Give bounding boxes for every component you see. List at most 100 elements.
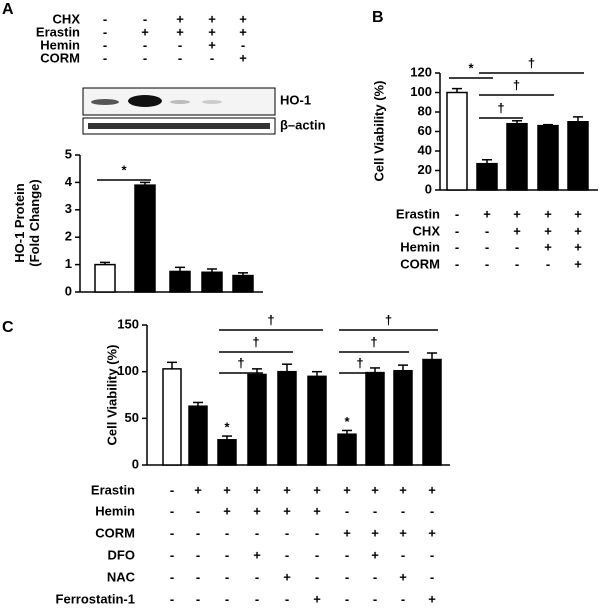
- blot-band: [170, 100, 190, 104]
- treatment-name: CORM: [400, 256, 440, 271]
- treatment-sign: -: [515, 256, 519, 271]
- treatment-sign: -: [170, 503, 174, 518]
- treatment-sign: +: [371, 482, 379, 497]
- treatment-sign: -: [285, 591, 289, 606]
- treatment-sign: +: [574, 206, 582, 221]
- treatment-sign: -: [373, 503, 377, 518]
- treatment-sign: +: [208, 37, 216, 52]
- treatment-sign: -: [196, 547, 200, 562]
- blot-band: [128, 95, 162, 107]
- y-tick-label: 40: [418, 142, 432, 157]
- treatment-sign: -: [315, 547, 319, 562]
- treatment-sign: -: [455, 239, 459, 254]
- bar: [446, 91, 468, 191]
- treatment-name: DFO: [108, 547, 135, 562]
- treatment-name: CORM: [95, 525, 135, 540]
- y-tick-label: 2: [65, 229, 72, 244]
- bar: [337, 433, 357, 466]
- y-axis-label: Cell Viability (%): [104, 345, 119, 446]
- treatment-sign: +: [544, 239, 552, 254]
- y-tick-label: 50: [125, 410, 139, 425]
- treatment-sign: -: [170, 547, 174, 562]
- treatment-sign: +: [574, 223, 582, 238]
- treatment-sign: +: [371, 547, 379, 562]
- treatment-sign: -: [315, 569, 319, 584]
- treatment-sign: +: [513, 223, 521, 238]
- significance-label: †: [528, 55, 535, 70]
- treatment-sign: +: [513, 206, 521, 221]
- treatment-name: Hemin: [400, 239, 440, 254]
- treatment-name: Hemin: [40, 37, 80, 52]
- treatment-sign: -: [455, 223, 459, 238]
- bar: [162, 368, 182, 466]
- bar: [307, 375, 327, 466]
- y-tick-label: 120: [410, 64, 432, 79]
- treatment-sign: +: [223, 503, 231, 518]
- treatment-sign: -: [485, 239, 489, 254]
- treatment-sign: -: [196, 525, 200, 540]
- treatment-sign: +: [483, 206, 491, 221]
- treatment-sign: -: [225, 525, 229, 540]
- y-tick-label: 5: [65, 146, 72, 161]
- bar: [94, 263, 116, 293]
- treatment-sign: +: [239, 24, 247, 39]
- y-tick-label: 20: [418, 162, 432, 177]
- treatment-sign: -: [143, 11, 147, 26]
- bar: [567, 121, 589, 191]
- treatment-sign: +: [313, 482, 321, 497]
- treatment-sign: +: [544, 223, 552, 238]
- treatment-sign: -: [345, 569, 349, 584]
- treatment-sign: +: [239, 50, 247, 65]
- treatment-sign: -: [225, 547, 229, 562]
- treatment-sign: -: [196, 503, 200, 518]
- blot-band: [88, 123, 270, 129]
- treatment-sign: -: [401, 503, 405, 518]
- treatment-sign: -: [196, 569, 200, 584]
- blot-label: HO-1: [280, 92, 311, 107]
- bar: [134, 184, 156, 293]
- y-axis-label: HO-1 Protein: [12, 183, 27, 263]
- y-tick-label: 0: [65, 283, 72, 298]
- treatment-sign: +: [253, 482, 261, 497]
- treatment-sign: +: [399, 525, 407, 540]
- y-tick-label: 4: [65, 174, 73, 189]
- treatment-sign: +: [399, 569, 407, 584]
- western-blot: HO-1 β–actin: [82, 87, 326, 135]
- treatment-sign: +: [141, 24, 149, 39]
- treatment-sign: -: [170, 591, 174, 606]
- treatment-name: Hemin: [95, 503, 135, 518]
- significance-label: *: [344, 414, 350, 429]
- treatment-sign: -: [345, 591, 349, 606]
- y-tick-label: 0: [425, 181, 432, 196]
- treatment-sign: -: [103, 37, 107, 52]
- treatment-sign: +: [283, 482, 291, 497]
- treatment-sign: +: [194, 482, 202, 497]
- treatment-name: Erastin: [36, 24, 80, 39]
- treatment-sign: +: [428, 482, 436, 497]
- y-tick-label: 80: [418, 103, 432, 118]
- treatment-sign: +: [283, 503, 291, 518]
- y-axis-label: (Fold Change): [27, 179, 42, 266]
- significance-label: *: [468, 60, 474, 75]
- y-tick-label: 0: [132, 456, 139, 471]
- treatment-sign: +: [428, 591, 436, 606]
- treatment-sign: +: [283, 569, 291, 584]
- significance-label: †: [370, 334, 377, 349]
- treatment-sign: +: [371, 525, 379, 540]
- treatment-sign: +: [313, 503, 321, 518]
- blot-label: β–actin: [280, 117, 326, 132]
- treatment-sign: -: [143, 37, 147, 52]
- treatment-sign: +: [574, 239, 582, 254]
- treatment-sign: +: [223, 482, 231, 497]
- treatment-sign: -: [345, 503, 349, 518]
- treatment-sign: -: [178, 37, 182, 52]
- treatment-sign: +: [313, 591, 321, 606]
- blot-band: [202, 100, 222, 104]
- treatment-sign: -: [143, 50, 147, 65]
- treatment-sign: +: [176, 11, 184, 26]
- blot-band: [91, 99, 119, 105]
- treatment-sign: -: [401, 591, 405, 606]
- treatment-sign: -: [103, 50, 107, 65]
- treatment-sign: +: [253, 503, 261, 518]
- bar: [277, 370, 297, 466]
